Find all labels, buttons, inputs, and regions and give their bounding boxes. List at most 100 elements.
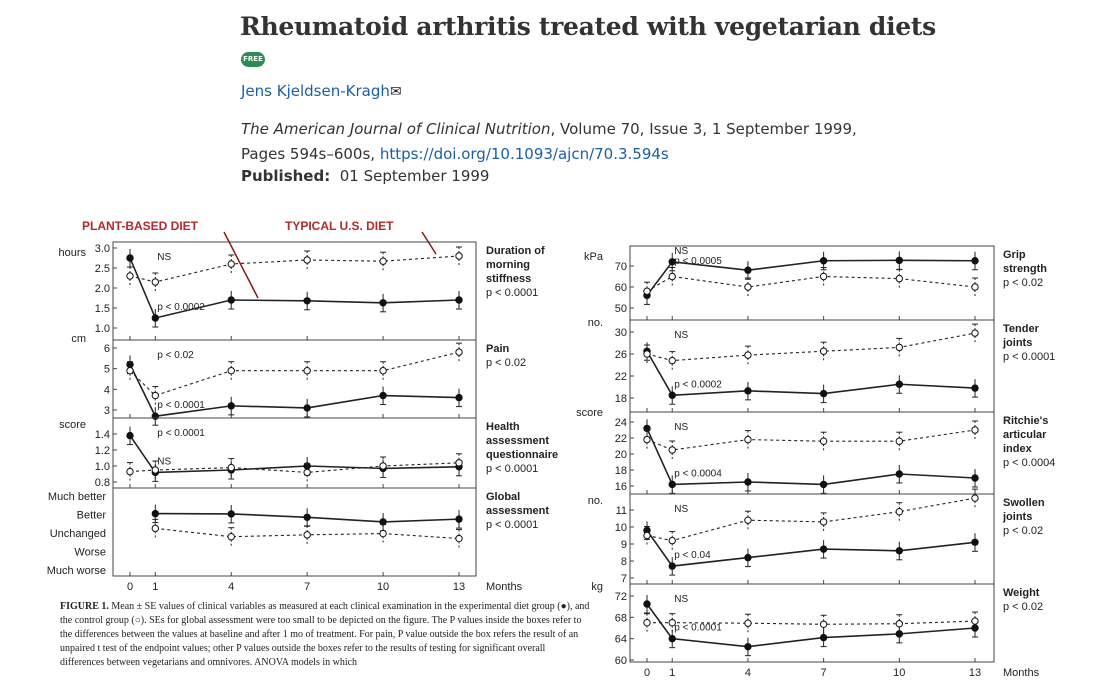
pain-point-open: [151, 391, 160, 400]
pain-point-open: [379, 367, 387, 375]
author-link[interactable]: Jens Kjeldsen-Kragh: [241, 82, 390, 100]
ritchie-index-ytick-label: 22: [615, 433, 627, 445]
ritchie-index-line-vegetarian: [646, 428, 976, 486]
morning-stiffness-point-filled: [379, 299, 387, 307]
ritchie-index-point-open: [895, 437, 904, 445]
swollen-joints-point-filled: [744, 553, 752, 562]
morning-stiffness-inner-label: p < 0.0002: [157, 302, 205, 313]
grip-strength-point-open: [819, 272, 828, 281]
pain-line-vegetarian: [129, 364, 460, 418]
annotation-typical-us-diet: TYPICAL U.S. DIET: [285, 219, 394, 233]
ritchie-index-stat: p < 0.0004: [1003, 457, 1055, 469]
swollen-joints-inner-label: p < 0.04: [674, 550, 711, 561]
pain-title: Pain: [486, 343, 510, 355]
swollen-joints-ytick-label: 10: [615, 522, 627, 534]
x-axis-label: 10: [377, 581, 389, 593]
weight-ytick-label: 72: [615, 591, 627, 603]
swollen-joints-point-open: [819, 518, 828, 526]
swollen-joints-title: Swollen: [1003, 497, 1045, 509]
tender-joints-title: joints: [1002, 337, 1032, 349]
x-axis-label: 0: [644, 667, 650, 679]
health-assessment-ytick-label: 1.0: [95, 461, 110, 473]
swollen-joints-inner-label: NS: [674, 504, 688, 515]
global-assessment-point-open: [303, 531, 311, 539]
weight-point-open: [744, 619, 752, 627]
grip-strength-line-vegetarian: [646, 259, 976, 296]
pain-ytick-label: 5: [104, 364, 110, 376]
envelope-icon[interactable]: ✉: [390, 84, 402, 100]
grip-strength-ytick-label: 60: [615, 282, 627, 294]
morning-stiffness-title: stiffness: [486, 273, 531, 285]
pain-inner-label: p < 0.02: [157, 350, 194, 361]
pain-point-filled: [455, 393, 463, 402]
caption-label: FIGURE 1.: [60, 601, 109, 612]
global-assessment-point-filled: [227, 510, 235, 518]
ritchie-index-point-open: [819, 437, 828, 445]
morning-stiffness-stat: p < 0.0001: [486, 287, 538, 299]
grip-strength-inner-label: p < 0.0005: [674, 256, 722, 267]
grip-strength-point-open: [895, 274, 904, 283]
published-label: Published:: [241, 167, 331, 185]
tender-joints-ytick-label: 18: [615, 393, 627, 405]
swollen-joints-point-filled: [971, 538, 979, 546]
ritchie-index-point-filled: [895, 470, 904, 478]
swollen-joints-point-filled: [668, 562, 676, 570]
weight-point-filled: [668, 634, 676, 643]
weight-point-filled: [819, 633, 828, 642]
swollen-joints-point-open: [971, 494, 979, 502]
tender-joints-point-filled: [971, 384, 979, 392]
morning-stiffness-ylabel: hours: [58, 247, 86, 259]
tender-joints-point-filled: [744, 387, 752, 395]
grip-strength-point-open: [668, 272, 676, 281]
tender-joints-point-open: [895, 343, 904, 352]
swollen-joints-ytick-label: 8: [621, 556, 627, 568]
morning-stiffness-ytick-label: 1.5: [95, 303, 110, 315]
pain-point-open: [126, 367, 134, 375]
health-assessment-ylabel: score: [59, 419, 86, 431]
annotation-arrow-plant: [223, 231, 259, 299]
pain-ytick-label: 3: [104, 405, 110, 417]
published-date: 01 September 1999: [339, 167, 490, 185]
health-assessment-inner-label: NS: [157, 456, 171, 467]
weight-line-vegetarian: [646, 603, 976, 648]
global-assessment-point-filled: [455, 515, 463, 523]
x-axis-label: 0: [127, 581, 133, 593]
morning-stiffness-title: Duration of: [486, 245, 545, 257]
weight-ytick-label: 68: [615, 612, 627, 624]
published-line: Published: 01 September 1999: [241, 167, 489, 185]
grip-strength-point-filled: [895, 256, 904, 265]
months-label: Months: [486, 581, 523, 593]
health-assessment-point-open: [227, 463, 235, 472]
morning-stiffness-line-control: [129, 255, 460, 283]
health-assessment-point-open: [455, 459, 463, 467]
weight-ytick-label: 60: [615, 655, 627, 667]
health-assessment-point-open: [379, 462, 387, 470]
tender-joints-point-open: [643, 350, 651, 358]
ritchie-index-point-open: [643, 435, 651, 444]
global-assessment-point-open: [455, 534, 463, 543]
morning-stiffness-ytick-label: 2.0: [95, 283, 110, 295]
doi-link[interactable]: https://doi.org/10.1093/ajcn/70.3.594s: [379, 145, 669, 163]
x-axis-label: 13: [453, 581, 465, 593]
tender-joints-ytick-label: 26: [615, 349, 627, 361]
grip-strength-stat: p < 0.02: [1003, 277, 1043, 289]
ritchie-index-inner-label: p < 0.0004: [674, 468, 722, 479]
tender-joints-point-filled: [668, 391, 676, 399]
free-badge: FREE: [241, 52, 265, 67]
ritchie-index-line-control: [646, 429, 976, 451]
months-label: Months: [1003, 667, 1040, 679]
global-assessment-point-open: [379, 529, 387, 538]
swollen-joints-point-open: [744, 516, 752, 524]
health-assessment-ytick-label: 0.8: [95, 477, 110, 489]
tender-joints-title: Tender: [1003, 323, 1040, 335]
pain-ytick-label: 6: [104, 343, 110, 355]
ritchie-index-ytick-label: 24: [615, 417, 627, 429]
swollen-joints-ytick-label: 11: [616, 505, 627, 517]
weight-stat: p < 0.02: [1003, 601, 1043, 613]
ritchie-index-point-filled: [819, 480, 828, 489]
morning-stiffness-ytick-label: 2.5: [95, 263, 110, 275]
weight-ytick-label: 64: [615, 634, 627, 646]
global-assessment-title: assessment: [486, 505, 549, 517]
pain-point-open: [303, 367, 311, 375]
morning-stiffness-point-filled: [303, 297, 311, 305]
